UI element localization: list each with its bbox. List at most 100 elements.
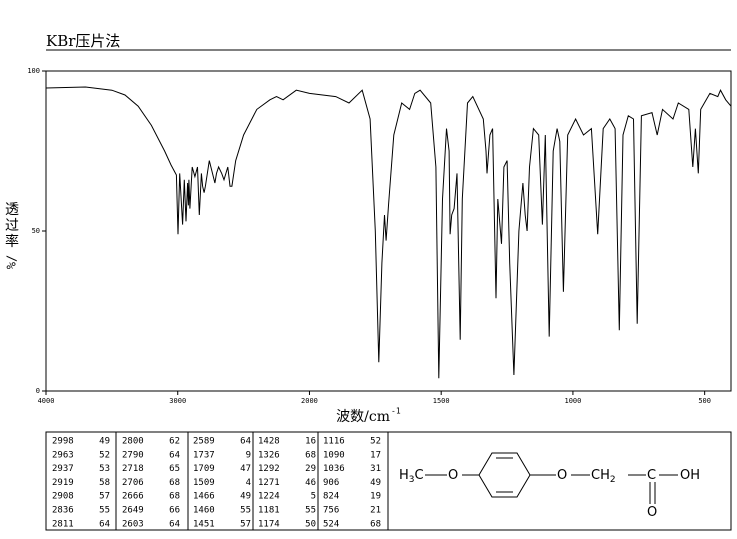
structure-atom: CH: [591, 468, 610, 483]
peak-wavenumber: 1737: [193, 450, 215, 460]
structure-atom: 2: [610, 475, 616, 485]
peak-wavenumber: 1181: [258, 506, 280, 516]
structure-label: C: [647, 468, 656, 483]
peak-wavenumber: 1509: [193, 478, 215, 488]
table-dividers: [115, 432, 389, 530]
y-tick-label: 100: [27, 67, 40, 75]
peak-transmittance: 65: [169, 464, 180, 474]
peak-wavenumber: 524: [323, 519, 339, 529]
peak-wavenumber: 1326: [258, 450, 280, 460]
peak-transmittance: 52: [99, 450, 110, 460]
peak-transmittance: 16: [305, 437, 316, 447]
y-axis-label: 率: [5, 233, 19, 250]
peak-transmittance: 19: [370, 492, 381, 502]
structure-atom: O: [448, 468, 458, 483]
x-tick-label: 4000: [38, 397, 55, 405]
peak-wavenumber: 756: [323, 506, 339, 516]
x-tick-label: 2000: [301, 397, 318, 405]
peak-wavenumber: 1174: [258, 519, 280, 529]
peak-transmittance: 55: [99, 506, 110, 516]
structure-atom: C: [415, 468, 424, 483]
peak-wavenumber: 1036: [323, 464, 345, 474]
peak-wavenumber: 2937: [52, 464, 74, 474]
peak-wavenumber: 2790: [122, 450, 144, 460]
peak-wavenumber: 2908: [52, 492, 74, 502]
peak-wavenumber: 2811: [52, 519, 74, 529]
peak-transmittance: 64: [169, 519, 180, 529]
peak-transmittance: 64: [169, 450, 180, 460]
chart-title: KBr压片法: [46, 32, 120, 50]
peak-transmittance: 17: [370, 450, 381, 460]
y-axis-label: 透: [5, 202, 19, 218]
y-tick-label: 50: [32, 227, 40, 235]
structure-atom: O: [557, 468, 567, 483]
peak-wavenumber: 1292: [258, 464, 280, 474]
peak-wavenumber: 2603: [122, 519, 144, 529]
peak-transmittance: 66: [169, 506, 180, 516]
peak-transmittance: 49: [240, 492, 251, 502]
peak-transmittance: 55: [305, 506, 316, 516]
peak-transmittance: 57: [99, 492, 110, 502]
peak-wavenumber: 906: [323, 478, 339, 488]
peak-transmittance: 49: [370, 478, 381, 488]
peak-wavenumber: 2800: [122, 437, 144, 447]
peak-transmittance: 52: [370, 437, 381, 447]
peak-wavenumber: 1271: [258, 478, 280, 488]
x-axis-label: 波数/cm: [336, 409, 390, 425]
peak-transmittance: 50: [305, 519, 316, 529]
peak-wavenumber: 824: [323, 492, 339, 502]
peak-wavenumber: 1090: [323, 450, 345, 460]
structure-bonds: [425, 452, 678, 504]
peak-transmittance: 21: [370, 506, 381, 516]
structure-label: CH2: [591, 468, 616, 485]
y-tick-label: 0: [36, 387, 40, 395]
peak-transmittance: 68: [305, 450, 316, 460]
x-tick-label: 1000: [564, 397, 581, 405]
peak-wavenumber: 1451: [193, 519, 215, 529]
peak-transmittance: 9: [246, 450, 251, 460]
peak-transmittance: 4: [246, 478, 251, 488]
peak-wavenumber: 1116: [323, 437, 345, 447]
peak-wavenumber: 2998: [52, 437, 74, 447]
peak-wavenumber: 2963: [52, 450, 74, 460]
peak-wavenumber: 2649: [122, 506, 144, 516]
peak-transmittance: 62: [169, 437, 180, 447]
structure-label: O: [448, 468, 458, 483]
peak-transmittance: 47: [240, 464, 251, 474]
peak-transmittance: 49: [99, 437, 110, 447]
spectrum-line: [45, 86, 732, 379]
structure-atom: 3: [409, 475, 415, 485]
structure-label: H3C: [399, 468, 424, 485]
peak-wavenumber: 1460: [193, 506, 215, 516]
peak-transmittance: 31: [370, 464, 381, 474]
structure-label: O: [557, 468, 567, 483]
peak-wavenumber: 1709: [193, 464, 215, 474]
structure-atom: H: [399, 468, 409, 483]
peak-transmittance: 68: [169, 478, 180, 488]
peak-wavenumber: 2718: [122, 464, 144, 474]
y-axis-label: %/: [5, 255, 19, 269]
y-axis-label: 过: [5, 218, 19, 234]
peak-wavenumber: 1466: [193, 492, 215, 502]
structure-label: OH: [680, 468, 700, 483]
peak-transmittance: 53: [99, 464, 110, 474]
peak-wavenumber: 2836: [52, 506, 74, 516]
plot-frame: [45, 70, 732, 392]
structure-label: O: [647, 505, 657, 520]
peak-wavenumber: 2706: [122, 478, 144, 488]
peak-transmittance: 55: [240, 506, 251, 516]
peak-transmittance: 68: [169, 492, 180, 502]
peak-transmittance: 46: [305, 478, 316, 488]
peak-transmittance: 5: [311, 492, 316, 502]
peak-transmittance: 64: [240, 437, 251, 447]
peak-wavenumber: 1224: [258, 492, 280, 502]
structure-atom: OH: [680, 468, 700, 483]
structure-atom: C: [647, 468, 656, 483]
peak-transmittance: 57: [240, 519, 251, 529]
x-tick-label: 500: [698, 397, 711, 405]
x-tick-label: 3000: [169, 397, 186, 405]
peak-wavenumber: 1428: [258, 437, 280, 447]
peak-transmittance: 68: [370, 519, 381, 529]
peak-wavenumber: 2666: [122, 492, 144, 502]
